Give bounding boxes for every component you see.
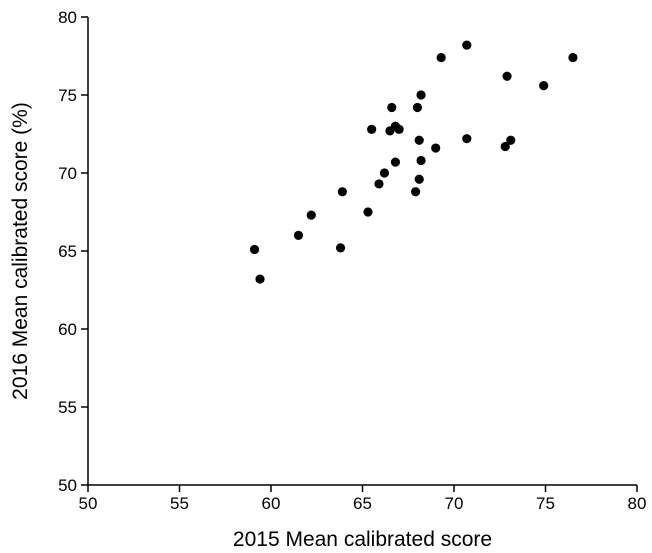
data-point [436, 52, 446, 63]
axes [87, 17, 637, 486]
x-axis-title: 2015 Mean calibrated score [233, 528, 492, 551]
data-point [379, 168, 390, 178]
data-point [367, 124, 377, 134]
data-points [249, 40, 578, 284]
x-tick-label: 75 [536, 494, 555, 513]
y-tick-label: 50 [58, 476, 77, 495]
data-point [568, 52, 578, 63]
data-point [374, 179, 384, 189]
data-point [500, 141, 510, 152]
data-point [539, 81, 549, 91]
y-tick-label: 55 [58, 398, 77, 417]
x-tick-label: 65 [353, 494, 372, 513]
x-tick-label: 70 [445, 494, 464, 513]
data-point [502, 71, 512, 81]
data-point [410, 187, 421, 197]
data-point [363, 207, 373, 217]
data-point [255, 274, 265, 284]
data-point [293, 230, 304, 240]
y-tick-label: 70 [58, 164, 77, 183]
data-point [431, 143, 441, 153]
y-axis-ticks: 50 55 60 65 70 75 80 [58, 8, 88, 495]
data-point [414, 174, 424, 184]
data-point [249, 244, 260, 255]
data-point [337, 187, 347, 197]
y-axis-title: 2016 Mean calibrated score (%) [9, 102, 32, 400]
x-axis-ticks: 50 55 60 65 70 75 80 [79, 485, 647, 513]
data-point [416, 90, 426, 100]
data-point [394, 124, 404, 134]
y-tick-label: 75 [58, 86, 77, 105]
data-point [335, 243, 346, 253]
data-point [306, 210, 316, 220]
y-tick-label: 80 [58, 8, 77, 27]
data-point [390, 157, 401, 167]
x-tick-label: 55 [170, 494, 189, 513]
data-point [414, 135, 424, 145]
y-tick-label: 65 [58, 242, 77, 261]
data-point [462, 134, 472, 144]
x-tick-label: 80 [628, 494, 647, 513]
data-point [416, 155, 426, 166]
data-point [462, 40, 472, 50]
x-tick-label: 50 [79, 494, 98, 513]
x-tick-label: 60 [262, 494, 281, 513]
data-point [412, 102, 422, 113]
data-point [506, 135, 516, 145]
y-tick-label: 60 [58, 320, 77, 339]
data-point [387, 102, 397, 113]
